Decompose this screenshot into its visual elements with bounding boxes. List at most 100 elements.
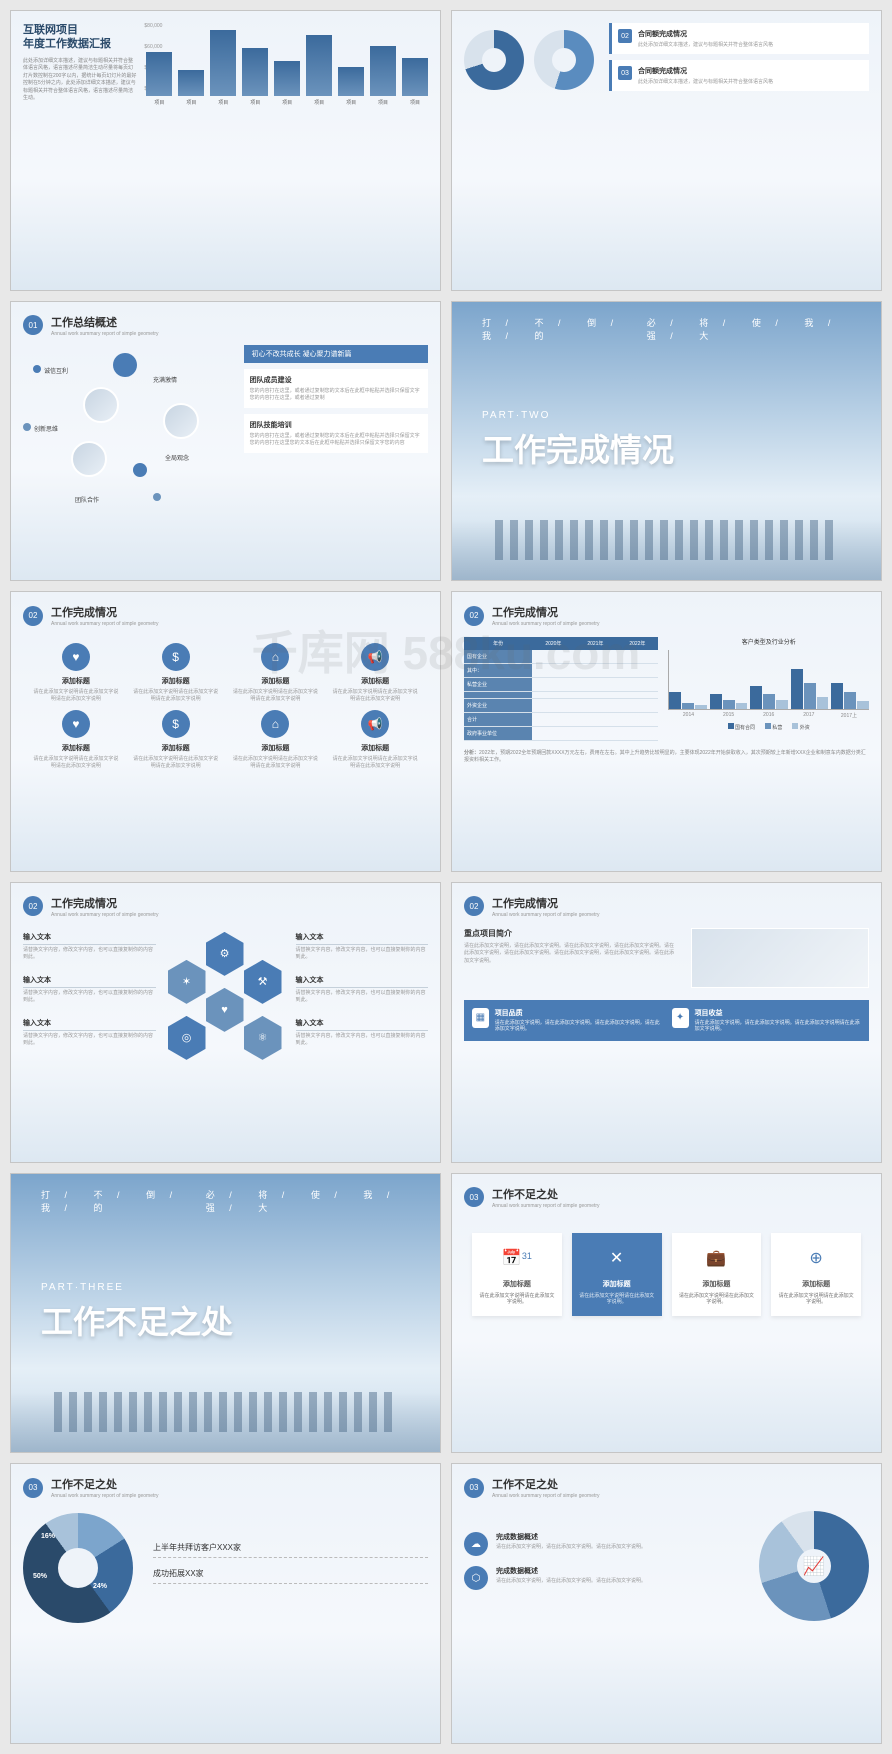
feature-item: ▦项目品质请在此添加文字说明，请在此添加文字说明。请在此添加文字说明，请在此添加… [472, 1008, 662, 1033]
slide-sub: Annual work summary report of simple geo… [492, 1203, 600, 1209]
badge: 02 [464, 896, 484, 916]
badge: 03 [23, 1478, 43, 1498]
slide-sub: Annual work summary report of simple geo… [492, 912, 600, 918]
feature-icon: ✦ [672, 1008, 689, 1028]
slide-title: 工作不足之处 [492, 1476, 600, 1492]
badge: 02 [464, 606, 484, 626]
hex-icon: ✶ [168, 960, 206, 1004]
hex-icon: ⚛ [244, 1016, 282, 1060]
hex-icon: ♥ [206, 988, 244, 1032]
icon-item: $添加标题请在此添加文字说明请在此添加文字说明请在此添加文字说明 [133, 643, 219, 702]
bar: 项目 [338, 67, 364, 96]
hexagon-cluster: ⚙✶⚒♥◎⚛ [166, 932, 286, 1052]
badge: 03 [464, 1478, 484, 1498]
hex-icon: ⚙ [206, 932, 244, 976]
badge: 02 [23, 606, 43, 626]
bar: 项目 [274, 61, 300, 96]
text-row: 输入文本请替换文字内容，修改文字内容，也可以直接复制你的内容到此。 [296, 975, 429, 1004]
chart-title: 客户类型及行业分析 [668, 637, 869, 646]
node-label: 全局观念 [165, 456, 189, 462]
slide-1: 互联网项目 年度工作数据汇报 此处添加详细文本描述，建议与标题相关并符合整体语言… [10, 10, 441, 291]
feature-icon: ♥ [62, 710, 90, 738]
slide-3: 01 工作总结概述 Annual work summary report of … [10, 301, 441, 582]
slide-9-section: 打 / 不 / 倒 / 我 / 的必 / 将 / 使 / 我 / 强 / 大 P… [10, 1173, 441, 1454]
bar-chart: $80,000$60,000$40,000$20,000项目项目项目项目项目项目… [146, 23, 428, 108]
slide-sub: Annual work summary report of simple geo… [492, 1493, 600, 1499]
slide-sub: Annual work summary report of simple geo… [51, 912, 159, 918]
node-label: 团队合作 [75, 498, 99, 504]
slide-title: 工作完成情况 [492, 895, 600, 911]
info-box: 团队技能培训您的内容打在这里，或者通过复制您的文本后在此框中粘贴并选择只保留文字… [244, 414, 428, 453]
card: 💼添加标题请在此添加文字说明请在此添加文字说明。 [672, 1233, 762, 1316]
bar: 项目 [242, 48, 268, 96]
s1-title1: 互联网项目 [23, 23, 136, 37]
slide-sub: Annual work summary report of simple geo… [51, 1493, 159, 1499]
icon-item: $添加标题请在此添加文字说明请在此添加文字说明请在此添加文字说明 [133, 710, 219, 769]
bar: 项目 [402, 58, 428, 96]
pie-chart-2: 📈 [759, 1511, 869, 1621]
slide-title: 工作完成情况 [51, 604, 159, 620]
donut-chart [534, 30, 594, 90]
card: ⊕添加标题请在此添加文字说明请在此添加文字说明。 [771, 1233, 861, 1316]
badge: 02 [23, 896, 43, 916]
icon-item: ⌂添加标题请在此添加文字说明请在此添加文字说明请在此添加文字说明 [233, 710, 319, 769]
tagline: 打 / 不 / 倒 / 我 / 的必 / 将 / 使 / 我 / 强 / 大 [482, 316, 851, 342]
analysis-text: 2022年，预期2022全年预期回款XXXX万元左右，费用在左右。其中上升趋势比… [464, 750, 866, 763]
feature-icon: $ [162, 643, 190, 671]
hex-icon: ◎ [168, 1016, 206, 1060]
info-box: 02合同额完成情况此处添加详细文本描述，建议与标题相关并符合整体语言风格 [609, 23, 869, 54]
slide-8: 02 工作完成情况Annual work summary report of s… [451, 882, 882, 1163]
text-row: 输入文本请替换文字内容，修改文字内容，也可以直接复制你的内容到此。 [23, 975, 156, 1004]
tagline: 打 / 不 / 倒 / 我 / 的必 / 将 / 使 / 我 / 强 / 大 [41, 1188, 410, 1214]
part-label: PART·TWO [482, 410, 869, 421]
data-table: 年份2020年2021年2022年国有企业其中：私营企业外资企业合计政府事业单位 [464, 637, 658, 741]
slide-sub: Annual work summary report of simple geo… [51, 621, 159, 627]
analysis-label: 分析： [464, 750, 479, 756]
card-row: 📅31添加标题请在此添加文字说明请在此添加文字说明。✕添加标题请在此添加文字说明… [464, 1233, 869, 1316]
slide-title: 工作完成情况 [492, 604, 600, 620]
project-title: 重点项目简介 [464, 928, 679, 939]
slide-sub: Annual work summary report of simple geo… [51, 331, 159, 337]
slide-4-section: 打 / 不 / 倒 / 我 / 的必 / 将 / 使 / 我 / 强 / 大 P… [451, 301, 882, 582]
stat-line: 成功拓展XX家 [153, 1568, 428, 1584]
slide-grid: 互联网项目 年度工作数据汇报 此处添加详细文本描述，建议与标题相关并符合整体语言… [0, 0, 892, 1754]
feature-icon: ⌂ [261, 710, 289, 738]
icon-item: ♥添加标题请在此添加文字说明请在此添加文字说明请在此添加文字说明 [33, 643, 119, 702]
text-row: 输入文本请替换文字内容，修改文字内容，也可以直接复制你的内容到此。 [296, 1018, 429, 1047]
text-row: 输入文本请替换文字内容，修改文字内容，也可以直接复制你的内容到此。 [23, 932, 156, 961]
donut-chart [464, 30, 524, 90]
card-icon: 📅31 [502, 1243, 532, 1273]
banner: 初心不改共成长 凝心聚力谱新篇 [244, 345, 428, 363]
network-diagram: 诚信互利 充满激情 创新思维 全局观念 团队合作 [23, 345, 234, 525]
project-desc: 请在此添加文字说明，请在此添加文字说明。请在此添加文字说明，请在此添加文字说明。… [464, 943, 679, 966]
list-item: ⬡完成数据概述请在此添加文字说明，请在此添加文字说明。请在此添加文字说明。 [464, 1566, 743, 1590]
icon-item: ⌂添加标题请在此添加文字说明请在此添加文字说明请在此添加文字说明 [233, 643, 319, 702]
bar: 项目 [306, 35, 332, 96]
item-icon: ⬡ [464, 1566, 488, 1590]
card-icon: ⊕ [801, 1243, 831, 1273]
part-title: 工作完成情况 [482, 425, 869, 471]
slide-12: 03 工作不足之处Annual work summary report of s… [451, 1463, 882, 1744]
slide-11: 03 工作不足之处Annual work summary report of s… [10, 1463, 441, 1744]
icon-grid: ♥添加标题请在此添加文字说明请在此添加文字说明请在此添加文字说明$添加标题请在此… [23, 643, 428, 769]
text-row: 输入文本请替换文字内容，修改文字内容，也可以直接复制你的内容到此。 [296, 932, 429, 961]
pie-chart: 16%24%50% [23, 1513, 133, 1623]
bar: 项目 [210, 30, 236, 96]
bar: 项目 [370, 46, 396, 96]
text-row: 输入文本请替换文字内容，修改文字内容，也可以直接复制你的内容到此。 [23, 1018, 156, 1047]
list-item: ☁完成数据概述请在此添加文字说明，请在此添加文字说明。请在此添加文字说明。 [464, 1532, 743, 1556]
icon-item: ♥添加标题请在此添加文字说明请在此添加文字说明请在此添加文字说明 [33, 710, 119, 769]
node-label: 充满激情 [153, 378, 177, 384]
feature-icon: $ [162, 710, 190, 738]
project-image [691, 928, 869, 988]
feature-icon: ♥ [62, 643, 90, 671]
s1-title2: 年度工作数据汇报 [23, 37, 136, 51]
slide-2: 02合同额完成情况此处添加详细文本描述，建议与标题相关并符合整体语言风格03合同… [451, 10, 882, 291]
card: 📅31添加标题请在此添加文字说明请在此添加文字说明。 [472, 1233, 562, 1316]
card-icon: ✕ [602, 1243, 632, 1273]
icon-item: 📢添加标题请在此添加文字说明请在此添加文字说明请在此添加文字说明 [332, 643, 418, 702]
s1-desc: 此处添加详细文本描述，建议与标题相关并符合整体语言风格，语言描述尽量简洁生动尽量… [23, 58, 136, 103]
slide-sub: Annual work summary report of simple geo… [492, 621, 600, 627]
feature-icon: ⌂ [261, 643, 289, 671]
chart-icon: 📈 [797, 1549, 831, 1583]
